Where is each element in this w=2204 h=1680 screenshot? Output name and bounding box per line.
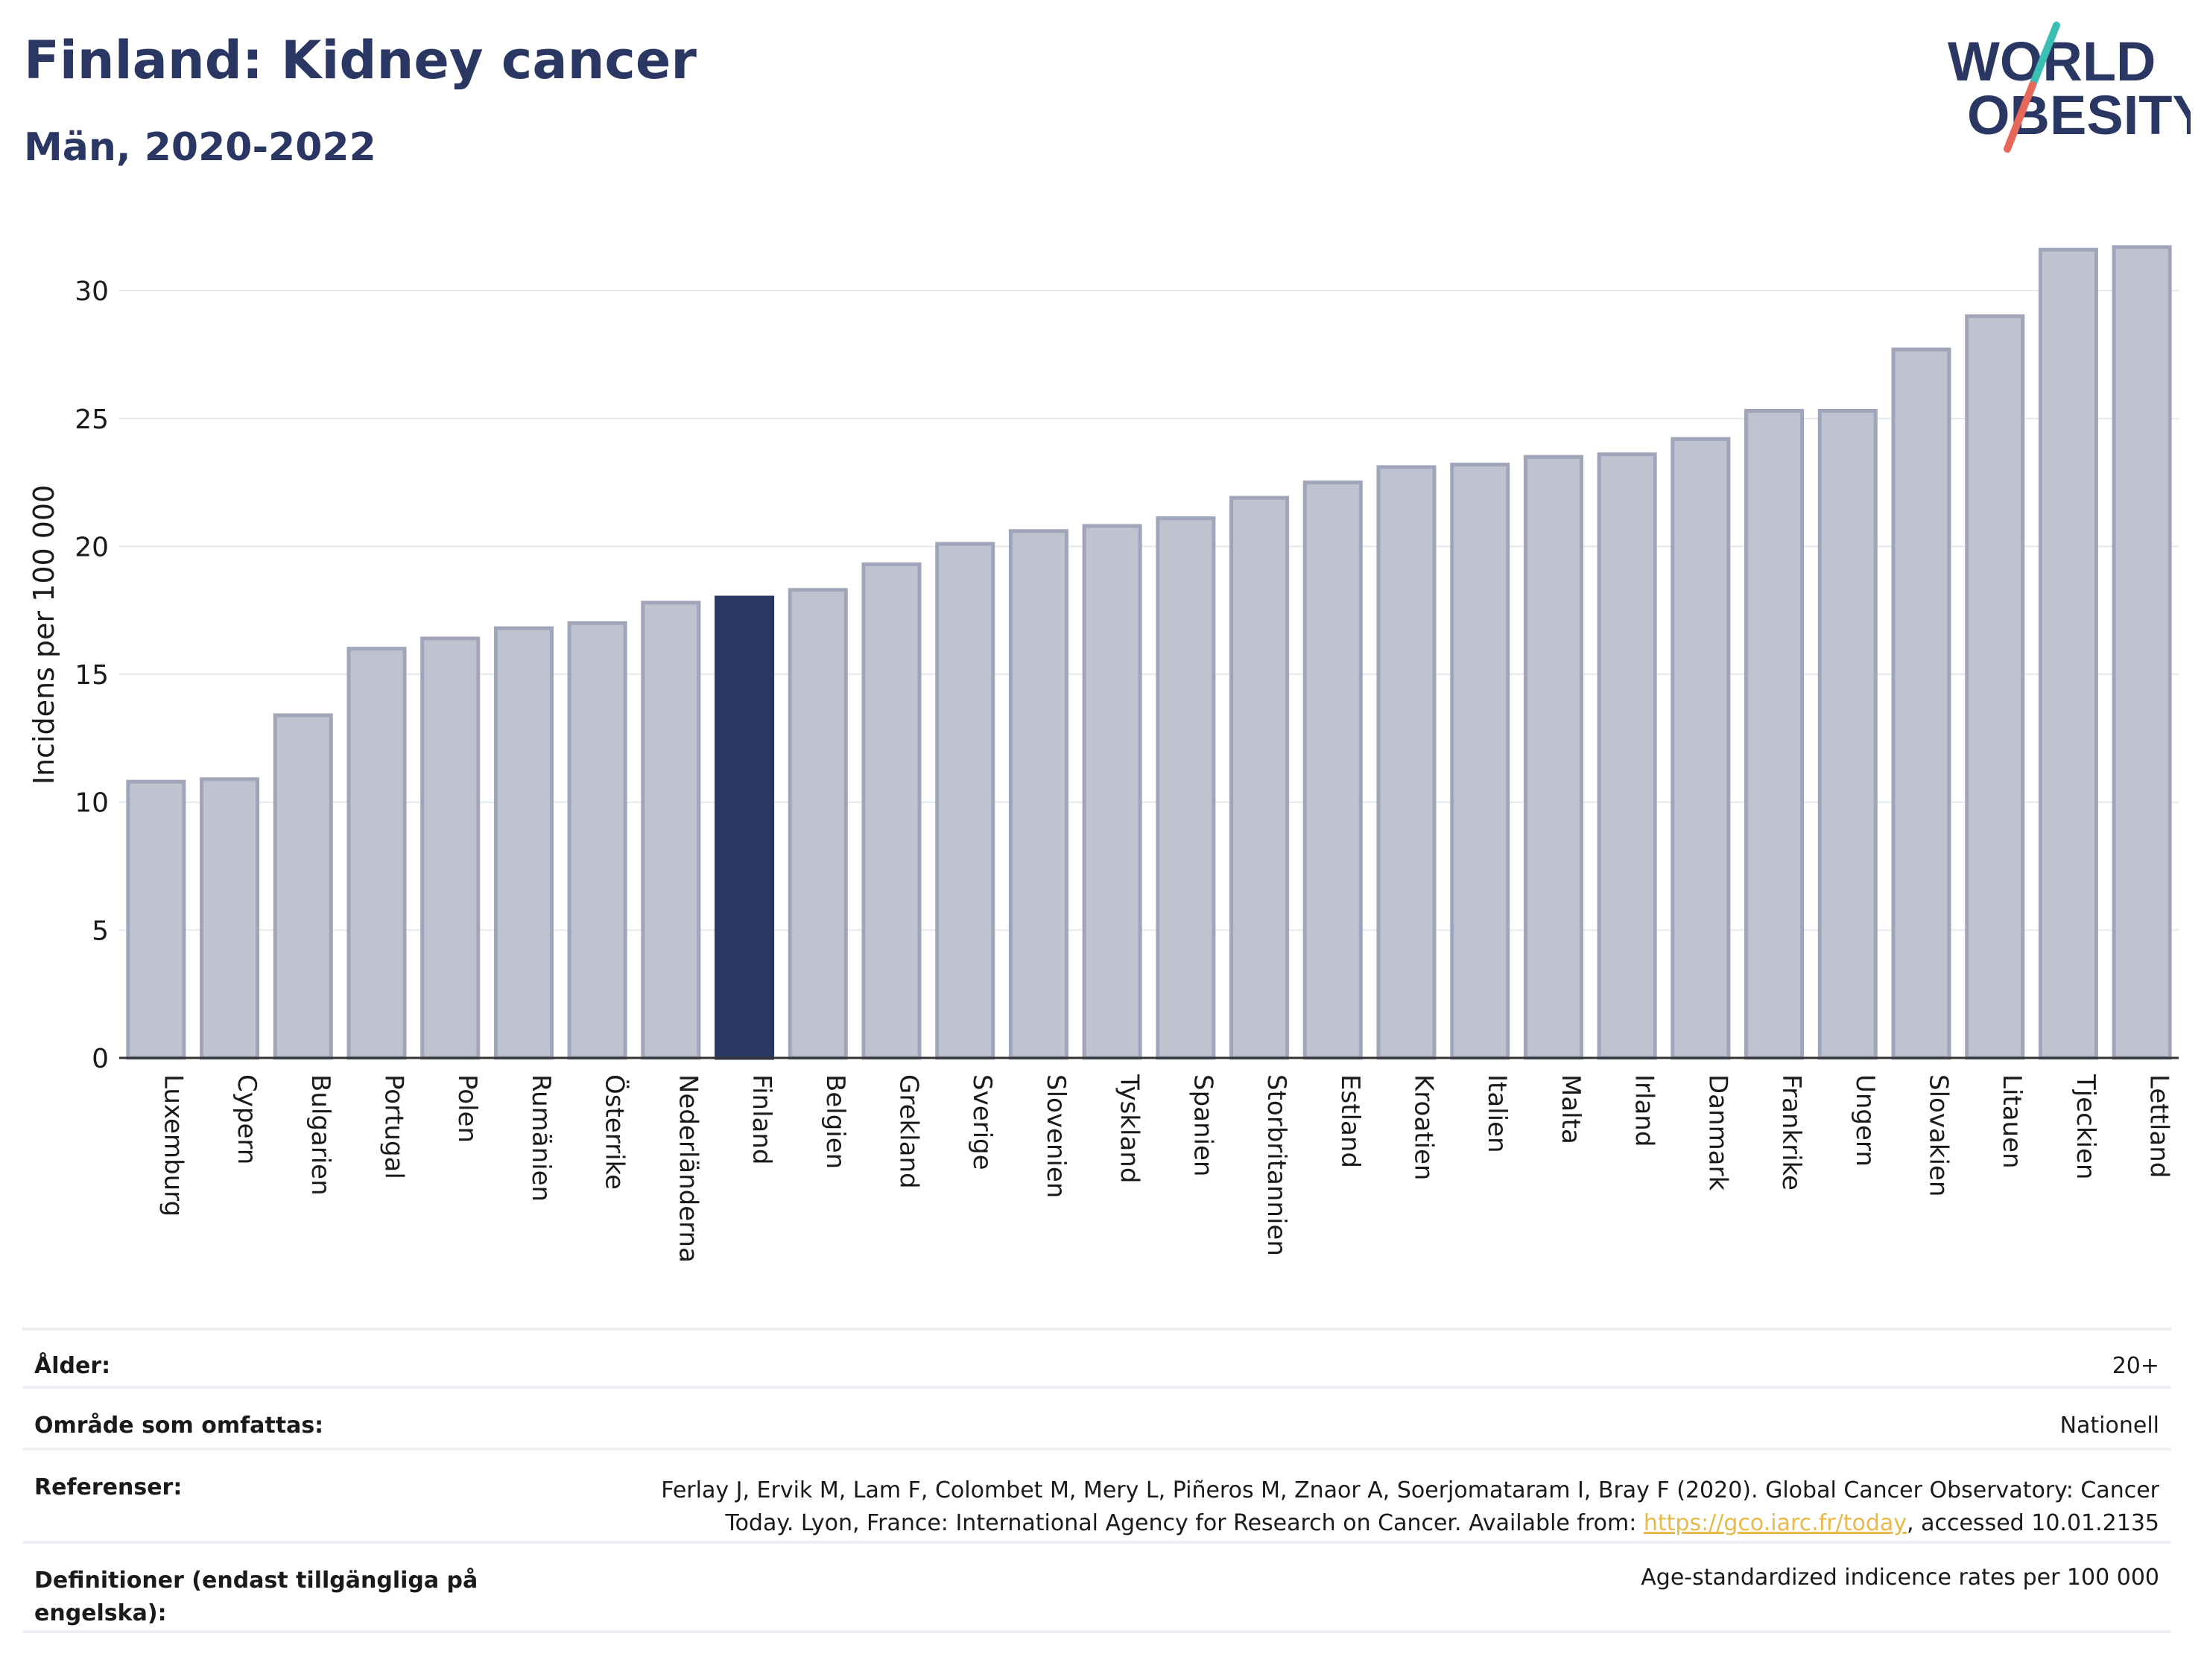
- references-accessed: , accessed 10.01.2135: [1907, 1510, 2159, 1536]
- bar: [1597, 452, 1657, 1060]
- y-tick-labels: 0 5 10 15 20 25 30: [75, 276, 109, 1074]
- x-tick-label: Storbritannien: [1261, 1074, 1291, 1256]
- x-tick-label: Tyskland: [1115, 1074, 1144, 1183]
- bar: [2038, 247, 2098, 1060]
- x-tick-label: Portugal: [379, 1074, 409, 1179]
- x-tick-label: Luxemburg: [158, 1074, 188, 1217]
- x-tick-label: Spanien: [1188, 1074, 1217, 1176]
- bar-chart: 0 5 10 15 20 25 30 Luxemburg Cypern Bulgarien Por…: [28, 245, 2179, 1263]
- references-label: Referenser:: [34, 1474, 183, 1500]
- bar: [935, 542, 995, 1060]
- x-tick-label: Estland: [1335, 1074, 1365, 1168]
- age-value: 20+: [2112, 1353, 2159, 1379]
- logo-slash-top: [2029, 22, 2060, 89]
- x-tick-label: Frankrike: [1776, 1074, 1806, 1191]
- x-tick-label: Nederländerna: [673, 1074, 703, 1263]
- chart-subtitle: Män, 2020-2022: [24, 125, 376, 170]
- y-tick-label: 10: [75, 788, 109, 819]
- x-tick-label: Grekland: [894, 1074, 924, 1189]
- bar: [493, 626, 554, 1060]
- x-tick-label: Rumänien: [526, 1074, 556, 1202]
- x-tick-label: Malta: [1556, 1074, 1586, 1144]
- bar: [1817, 408, 1878, 1060]
- y-tick-label: 5: [92, 916, 109, 946]
- bar: [567, 621, 627, 1060]
- x-tick-label: Irland: [1630, 1074, 1659, 1147]
- info-row-area: Område som omfattas: Nationell: [22, 1386, 2171, 1448]
- x-tick-label: Danmark: [1703, 1074, 1732, 1191]
- x-tick-label: Bulgarien: [305, 1074, 335, 1196]
- bar: [641, 600, 701, 1060]
- bar: [1008, 529, 1068, 1060]
- bar: [2112, 245, 2172, 1060]
- x-tick-labels: Luxemburg Cypern Bulgarien Portugal Polen Rum…: [158, 1074, 2173, 1263]
- bar: [1156, 516, 1216, 1060]
- bar: [1082, 524, 1142, 1060]
- bars: [126, 245, 2172, 1060]
- y-tick-label: 15: [75, 660, 109, 691]
- definitions-value: Age-standardized indicence rates per 100…: [1641, 1565, 2159, 1591]
- y-tick-label: 0: [92, 1044, 109, 1074]
- area-value: Nationell: [2059, 1413, 2159, 1439]
- references-text: Ferlay J, Ervik M, Lam F, Colombet M, Me…: [661, 1477, 2159, 1536]
- bar: [1450, 463, 1510, 1060]
- bar: [126, 779, 186, 1060]
- world-obesity-logo: WORLD OBESITY: [1948, 22, 2191, 153]
- bar: [1965, 314, 2025, 1060]
- bar: [788, 588, 848, 1060]
- age-label: Ålder:: [34, 1353, 111, 1379]
- x-tick-label: Polen: [452, 1074, 482, 1143]
- x-tick-label: Slovenien: [1041, 1074, 1071, 1198]
- bar: [1891, 347, 1951, 1060]
- bar: [200, 777, 260, 1060]
- bar: [1671, 437, 1731, 1060]
- x-tick-label: Italien: [1482, 1074, 1512, 1153]
- bar: [1523, 454, 1583, 1060]
- bar: [1229, 495, 1290, 1060]
- references-link[interactable]: https://gco.iarc.fr/today: [1643, 1510, 1907, 1536]
- logo-slash-bottom: [2004, 81, 2036, 153]
- x-tick-label: Slovakien: [1924, 1074, 1954, 1196]
- x-tick-label: Ungern: [1850, 1074, 1880, 1167]
- info-table: Ålder: 20+ Område som omfattas: Nationel…: [22, 1328, 2171, 1633]
- info-row-definitions: Definitioner (endast tillgängliga på eng…: [22, 1541, 2171, 1633]
- references-value: Ferlay J, Ervik M, Lam F, Colombet M, Me…: [595, 1474, 2171, 1540]
- x-tick-label: Österrike: [600, 1074, 630, 1190]
- bar-highlighted: [715, 595, 775, 1060]
- bar: [346, 647, 407, 1060]
- bar: [1302, 481, 1363, 1060]
- chart-title: Finland: Kidney cancer: [24, 30, 697, 91]
- bar: [420, 636, 481, 1060]
- info-row-references: Referenser: Ferlay J, Ervik M, Lam F, Co…: [22, 1448, 2171, 1541]
- bar: [1376, 465, 1437, 1060]
- x-tick-label: Cypern: [232, 1074, 262, 1164]
- x-tick-label: Finland: [747, 1074, 776, 1165]
- y-tick-label: 20: [75, 532, 109, 562]
- area-label: Område som omfattas:: [34, 1413, 324, 1439]
- bar: [1744, 408, 1805, 1060]
- definitions-label: Definitioner (endast tillgängliga på eng…: [34, 1568, 478, 1626]
- x-tick-label: Lettland: [2144, 1074, 2174, 1178]
- y-axis-label: Incidens per 100 000: [28, 485, 60, 785]
- x-tick-label: Kroatien: [1409, 1074, 1439, 1180]
- y-tick-label: 30: [75, 276, 109, 307]
- x-tick-label: Litauen: [1997, 1074, 2027, 1169]
- y-tick-label: 25: [75, 405, 109, 435]
- x-tick-label: Belgien: [820, 1074, 850, 1169]
- x-tick-label: Tjeckien: [2071, 1074, 2100, 1179]
- bar: [273, 713, 333, 1060]
- logo-line-obesity: OBESITY: [1967, 84, 2191, 146]
- info-row-age: Ålder: 20+: [22, 1328, 2171, 1386]
- x-tick-label: Sverige: [967, 1074, 997, 1170]
- bar: [861, 562, 922, 1060]
